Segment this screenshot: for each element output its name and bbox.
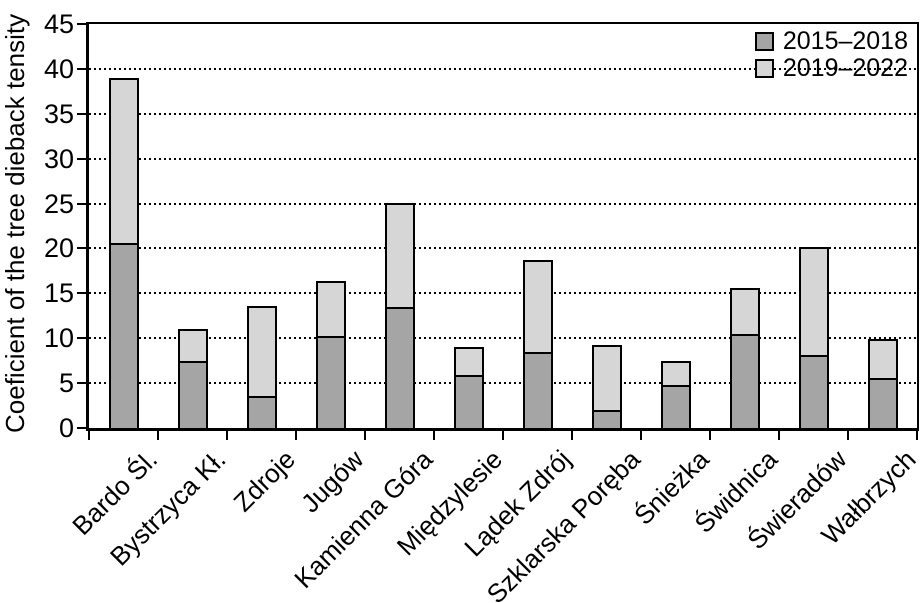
gridline-y-25 xyxy=(89,202,917,205)
bar-segment-2015-2018 xyxy=(384,309,415,428)
y-tick-label-45: 45 xyxy=(43,9,74,39)
bar-segment-2019-2022 xyxy=(315,281,346,338)
bar-segment-2019-2022 xyxy=(246,306,277,398)
stacked-bar-zdroje xyxy=(246,306,277,428)
x-tick-mark-2 xyxy=(226,431,228,440)
y-tick-label-30: 30 xyxy=(43,143,74,174)
y-tick-mark-10 xyxy=(77,337,86,340)
plot-area: 2015–2018 2019–2022 xyxy=(86,22,919,431)
gridline-y-10 xyxy=(89,337,917,340)
y-tick-label-25: 25 xyxy=(43,188,74,219)
bar-segment-2015-2018 xyxy=(867,380,898,428)
y-tick-label-0: 0 xyxy=(58,413,74,443)
bar-segment-2019-2022 xyxy=(108,78,139,245)
stacked-bar-szklarska-por-ba xyxy=(591,345,622,428)
x-tick-mark-9 xyxy=(709,431,711,440)
bar-segment-2015-2018 xyxy=(246,398,277,428)
y-tick-label-20: 20 xyxy=(43,233,74,264)
bar-segment-2019-2022 xyxy=(177,329,208,363)
bar-segment-2015-2018 xyxy=(591,412,622,428)
bar-segment-2015-2018 xyxy=(177,363,208,428)
y-tick-mark-25 xyxy=(77,202,86,205)
y-tick-label-40: 40 xyxy=(43,53,74,84)
stacked-bar-bardo-l- xyxy=(108,78,139,428)
gridline-y-30 xyxy=(89,157,917,160)
legend: 2015–2018 2019–2022 xyxy=(754,27,908,82)
stacked-bar--wierad-w xyxy=(798,247,829,428)
bar-segment-2015-2018 xyxy=(798,357,829,428)
bar-segment-2019-2022 xyxy=(660,361,691,387)
y-tick-mark-45 xyxy=(77,23,86,25)
stacked-bar-kamienna-g-ra xyxy=(384,203,415,428)
bar-segment-2019-2022 xyxy=(384,203,415,309)
x-tick-mark-4 xyxy=(364,431,366,440)
gridline-y-20 xyxy=(89,247,917,250)
x-tick-mark-8 xyxy=(640,431,642,440)
legend-swatch-2019-2022 xyxy=(754,59,774,78)
legend-item-2015-2018: 2015–2018 xyxy=(754,27,908,55)
bar-segment-2019-2022 xyxy=(798,247,829,357)
bar-segment-2019-2022 xyxy=(729,288,760,336)
gridline-y-15 xyxy=(89,292,917,295)
y-tick-mark-0 xyxy=(77,427,86,429)
y-tick-label-10: 10 xyxy=(43,323,74,354)
stacked-bar-mi-dzylesie xyxy=(453,347,484,428)
x-tick-mark-0 xyxy=(88,431,90,440)
y-tick-mark-20 xyxy=(77,247,86,250)
gridline-y-5 xyxy=(89,382,917,385)
bar-segment-2015-2018 xyxy=(108,245,139,428)
bar-segment-2019-2022 xyxy=(867,339,898,380)
stacked-bar-jug-w xyxy=(315,281,346,428)
x-tick-mark-10 xyxy=(778,431,780,440)
y-tick-mark-15 xyxy=(77,292,86,295)
bar-segment-2015-2018 xyxy=(453,377,484,428)
gridline-y-35 xyxy=(89,112,917,115)
bar-segment-2019-2022 xyxy=(453,347,484,377)
bar-segment-2019-2022 xyxy=(522,260,553,354)
x-tick-mark-5 xyxy=(433,431,435,440)
x-tick-mark-12 xyxy=(916,431,918,440)
stacked-bar-wa-brzych xyxy=(867,339,898,428)
bar-segment-2015-2018 xyxy=(729,336,760,428)
x-tick-mark-1 xyxy=(157,431,159,440)
stacked-bar--widnica xyxy=(729,288,760,428)
x-tick-mark-7 xyxy=(571,431,573,440)
stacked-bar-bystrzyca-k- xyxy=(177,329,208,428)
x-tick-label-zdroje: Zdroje xyxy=(227,444,301,518)
legend-label-2015-2018: 2015–2018 xyxy=(782,27,908,55)
y-tick-mark-35 xyxy=(77,112,86,115)
y-tick-label-5: 5 xyxy=(58,368,74,399)
y-tick-label-35: 35 xyxy=(43,98,74,129)
legend-item-2019-2022: 2019–2022 xyxy=(754,54,908,82)
x-tick-mark-3 xyxy=(295,431,297,440)
legend-swatch-2015-2018 xyxy=(754,32,774,51)
stacked-bar--nie-ka xyxy=(660,361,691,428)
y-tick-mark-40 xyxy=(77,67,86,70)
stacked-bar-l-dek-zdr-j xyxy=(522,260,553,428)
x-tick-mark-11 xyxy=(847,431,849,440)
y-tick-label-15: 15 xyxy=(43,278,74,309)
bar-segment-2015-2018 xyxy=(522,354,553,428)
y-tick-mark-5 xyxy=(77,382,86,385)
x-tick-mark-6 xyxy=(502,431,504,440)
gridline-y-40 xyxy=(89,67,917,70)
legend-label-2019-2022: 2019–2022 xyxy=(782,54,908,82)
bar-segment-2019-2022 xyxy=(591,345,622,412)
bar-segment-2015-2018 xyxy=(660,387,691,428)
y-tick-mark-30 xyxy=(77,157,86,160)
bar-segment-2015-2018 xyxy=(315,338,346,428)
